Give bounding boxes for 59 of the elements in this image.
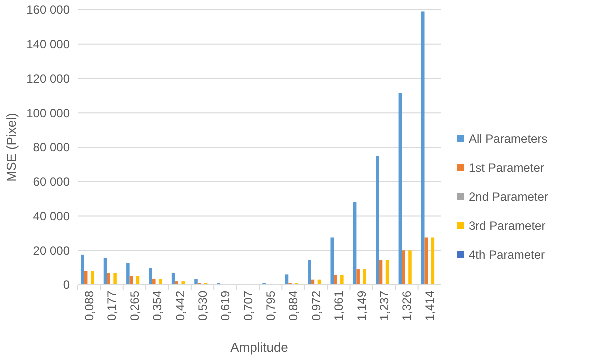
y-tick-label: 120 000 [26, 72, 70, 86]
bar [363, 270, 366, 285]
bar [175, 282, 178, 285]
x-tick-label: 1,061 [332, 290, 346, 322]
y-tick-label: 0 [63, 278, 70, 292]
bar [182, 282, 185, 285]
y-tick-label: 20 000 [33, 244, 70, 258]
x-tick-label: 0,530 [196, 290, 210, 322]
bar [149, 268, 153, 285]
x-tick-label: 0,265 [128, 290, 142, 322]
bar [353, 202, 357, 285]
x-tick-label: 0,442 [173, 290, 188, 322]
bar [104, 258, 108, 285]
legend-label: 2nd Parameter [469, 190, 548, 204]
bar [107, 273, 110, 285]
bar [194, 280, 198, 285]
bar [308, 260, 312, 285]
y-tick-label: 160 000 [26, 3, 70, 18]
x-tick-label: 1,149 [354, 290, 369, 322]
legend-label: 1st Parameter [469, 161, 544, 176]
x-tick-label: 0,088 [82, 290, 97, 322]
legend-label: All Parameters [469, 132, 548, 146]
bar [126, 263, 130, 285]
bar [376, 156, 380, 285]
y-tick-label: 40 000 [33, 209, 70, 224]
bar [408, 250, 412, 285]
y-tick-label: 140 000 [26, 38, 70, 52]
x-tick-label: 0,354 [150, 290, 165, 322]
y-axis-title: MSE (Pixel) [4, 113, 19, 182]
x-tick-label: 0,619 [218, 290, 233, 322]
legend-label: 3rd Parameter [469, 219, 546, 234]
bar [421, 12, 425, 285]
bar [431, 238, 435, 285]
bar [356, 270, 360, 285]
bar [330, 238, 334, 285]
x-tick-label: 0,795 [264, 290, 278, 322]
bar [398, 93, 402, 285]
bar [159, 278, 162, 285]
y-tick-label: 60 000 [33, 175, 70, 190]
x-tick-label: 0,884 [286, 290, 301, 322]
bar [334, 275, 338, 285]
y-tick-label: 80 000 [33, 140, 70, 155]
x-tick-label: 1,414 [422, 290, 437, 322]
x-tick-label: 1,326 [400, 290, 414, 322]
bar [386, 260, 390, 285]
legend-label: 4th Parameter [469, 248, 546, 262]
bar [152, 278, 156, 285]
x-tick-label: 0,707 [241, 290, 256, 322]
y-tick-label: 100 000 [26, 106, 70, 120]
bar [379, 260, 383, 285]
bar [81, 254, 84, 285]
bar [340, 275, 344, 285]
x-tick-label: 0,177 [105, 290, 120, 322]
bar [402, 250, 406, 285]
x-tick-label: 0,972 [309, 290, 324, 322]
x-tick-label: 1,237 [377, 290, 392, 322]
x-axis-title: Amplitude [230, 340, 288, 355]
bar [424, 238, 428, 285]
bar [114, 273, 117, 285]
